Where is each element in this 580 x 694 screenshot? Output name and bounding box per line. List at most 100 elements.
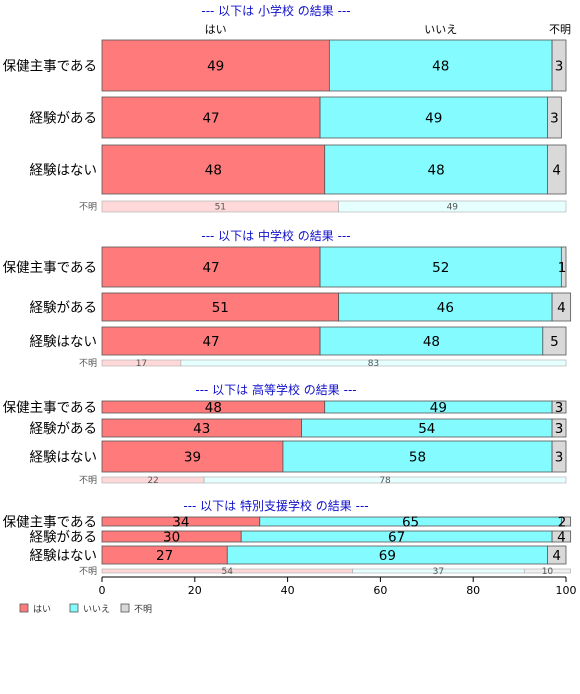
unknown-bar-value-label: 51: [215, 203, 226, 213]
bar-segment: [551, 39, 567, 92]
bar-segment: [101, 292, 340, 322]
unknown-bar-segment: [203, 476, 567, 484]
legend-label: 不明: [134, 604, 152, 615]
unknown-bar-value-label: 37: [433, 567, 444, 577]
unknown-row-label: 不明: [79, 358, 97, 369]
bar-segment: [560, 516, 572, 527]
unknown-bar-value-label: 54: [222, 567, 234, 577]
legend-label: いいえ: [83, 604, 110, 615]
bar-segment: [551, 530, 572, 543]
bar-segment: [547, 96, 562, 139]
bar-value-label: 69: [379, 548, 396, 564]
bar-value-label: 43: [193, 421, 210, 437]
row-label: 経験はない: [30, 548, 98, 564]
bar-segment: [547, 144, 567, 195]
bar-value-label: 47: [202, 111, 219, 127]
bar-segment: [551, 400, 567, 414]
bar-value-label: 27: [156, 548, 173, 564]
x-axis-tick-label: 100: [556, 584, 577, 597]
column-header-label: 不明: [549, 23, 571, 36]
bar-value-label: 2: [558, 515, 567, 531]
row-label: 経験がある: [30, 111, 98, 127]
bar-value-label: 1: [558, 260, 567, 276]
legend-swatch: [19, 603, 29, 613]
bar-segment: [101, 326, 321, 356]
bar-value-label: 30: [163, 530, 180, 546]
bar-value-label: 49: [425, 111, 442, 127]
row-label: 経験がある: [30, 530, 98, 546]
bar-value-label: 65: [402, 515, 419, 531]
bar-value-label: 51: [212, 300, 229, 316]
bar-value-label: 48: [427, 163, 444, 179]
bar-value-label: 5: [550, 334, 559, 350]
bar-segment: [551, 418, 567, 438]
row-label: 保健主事である: [3, 400, 97, 416]
bar-segment: [551, 440, 567, 473]
bar-value-label: 48: [423, 334, 440, 350]
column-header-label: はい: [205, 23, 227, 36]
unknown-row-label: 不明: [79, 475, 97, 486]
row-label: 経験はない: [30, 163, 98, 179]
bar-value-label: 67: [388, 530, 405, 546]
unknown-bar-segment: [523, 568, 571, 574]
bar-segment: [324, 144, 548, 195]
bar-value-label: 4: [552, 163, 561, 179]
row-label: 保健主事である: [3, 59, 97, 75]
bar-value-label: 47: [202, 334, 219, 350]
unknown-bar-value-label: 49: [447, 203, 459, 213]
bar-value-label: 54: [418, 421, 435, 437]
bar-segment: [338, 292, 553, 322]
bar-value-label: 46: [437, 300, 454, 316]
unknown-bar-value-label: 83: [368, 359, 379, 369]
bar-value-label: 3: [555, 59, 564, 75]
legend-swatch: [69, 603, 79, 613]
legend-swatch: [120, 603, 130, 613]
bar-segment: [101, 144, 326, 195]
row-label: 経験がある: [30, 421, 98, 437]
panel-title: --- 以下は 高等学校 の結果 ---: [195, 382, 356, 397]
bar-value-label: 47: [202, 260, 219, 276]
row-label: 経験はない: [30, 450, 98, 466]
bar-segment: [560, 246, 567, 288]
bar-value-label: 4: [552, 548, 561, 564]
unknown-row-label: 不明: [79, 202, 97, 213]
panel-title: --- 以下は 小学校 の結果 ---: [201, 3, 350, 18]
bar-value-label: 48: [432, 59, 449, 75]
panel-title: --- 以下は 特別支援学校 の結果 ---: [183, 498, 368, 513]
panel-title: --- 以下は 中学校 の結果 ---: [201, 228, 350, 243]
bar-value-label: 49: [207, 59, 224, 75]
bar-segment: [319, 96, 548, 139]
x-axis-tick-label: 20: [188, 584, 202, 597]
bar-segment: [547, 545, 567, 565]
bar-value-label: 3: [555, 400, 564, 416]
row-label: 経験はない: [30, 334, 98, 350]
bar-segment: [282, 440, 553, 473]
bar-segment: [101, 440, 284, 473]
bar-segment: [101, 96, 321, 139]
bar-segment: [101, 39, 330, 92]
bar-segment: [551, 292, 572, 322]
unknown-bar-segment: [180, 359, 567, 367]
x-axis-tick-label: 40: [281, 584, 295, 597]
bar-value-label: 58: [409, 450, 426, 466]
bar-value-label: 4: [557, 530, 566, 546]
unknown-bar-value-label: 22: [147, 476, 158, 486]
bar-value-label: 3: [555, 421, 564, 437]
x-axis-tick-label: 80: [466, 584, 480, 597]
bar-segment: [328, 39, 553, 92]
bar-value-label: 3: [555, 450, 564, 466]
bar-segment: [319, 246, 562, 288]
bar-value-label: 48: [205, 400, 222, 416]
row-label: 保健主事である: [3, 260, 97, 276]
unknown-bar-value-label: 78: [379, 476, 391, 486]
bar-value-label: 34: [172, 515, 189, 531]
bar-value-label: 48: [205, 163, 222, 179]
column-header-label: いいえ: [424, 23, 457, 36]
row-label: 保健主事である: [3, 515, 97, 531]
legend-label: はい: [33, 604, 51, 615]
x-axis-tick-label: 0: [99, 584, 106, 597]
bar-value-label: 49: [430, 400, 447, 416]
bar-segment: [542, 326, 567, 356]
bar-value-label: 52: [432, 260, 449, 276]
unknown-bar-segment: [338, 200, 567, 213]
